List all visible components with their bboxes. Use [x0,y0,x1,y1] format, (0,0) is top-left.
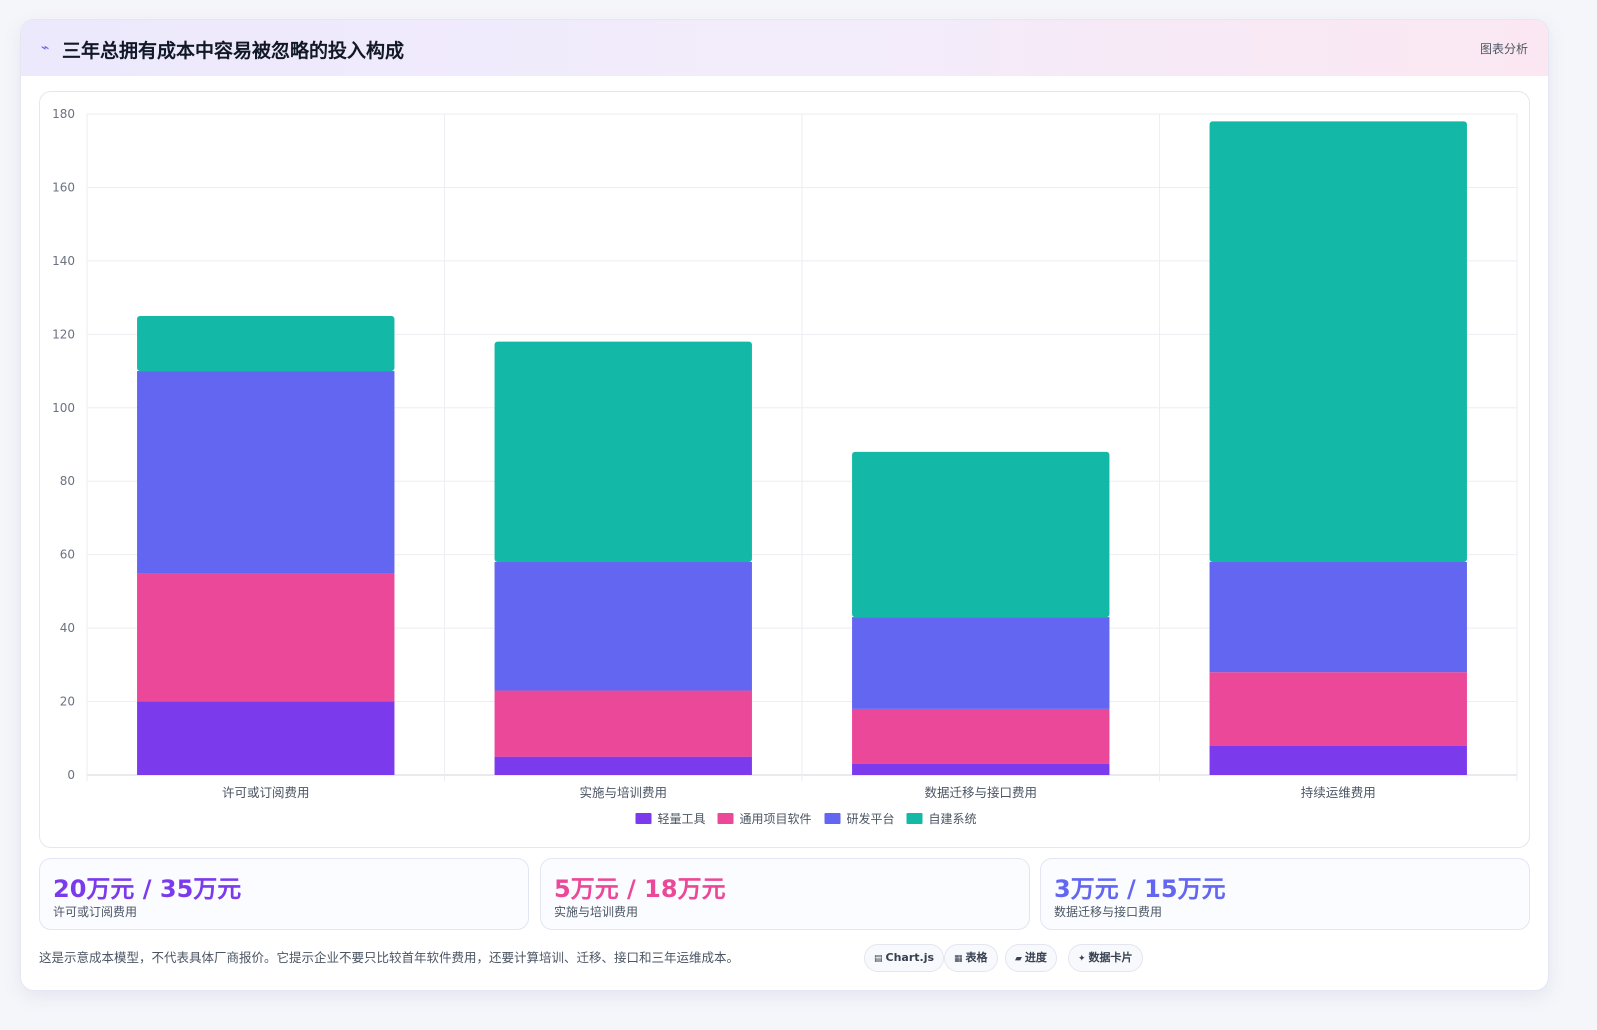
chip-label: 数据卡片 [1088,951,1133,964]
y-tick-label: 80 [60,474,75,488]
bar-segment [1209,745,1467,775]
chip-progress[interactable]: ▰ 进度 [1005,944,1057,972]
bar-segment [852,617,1110,709]
stat-card-license: 20万元 / 35万元 许可或订阅费用 [39,858,529,930]
legend-swatch [635,813,652,824]
chip-chartjs[interactable]: ▤ Chart.js [864,944,945,972]
legend-label: 轻量工具 [658,812,706,826]
chip-table[interactable]: ▦ 表格 [944,944,998,972]
bar-segment [137,701,395,775]
chart-card: ⌁ 三年总拥有成本中容易被忽略的投入构成 图表分析 0 20 40 60 80 100 12… [20,19,1549,991]
stat-label: 许可或订阅费用 [53,905,138,919]
y-tick-label: 120 [52,327,75,341]
legend-label: 自建系统 [929,812,977,826]
legend-label: 通用项目软件 [740,812,812,826]
footnote: 这是示意成本模型，不代表具体厂商报价。它提示企业不要只比较首年软件费用，还要计算… [39,950,740,965]
y-tick-label: 60 [60,548,75,562]
bar-segment [1209,121,1467,563]
y-tick-label: 0 [67,768,75,782]
y-tick-label: 140 [52,254,75,268]
chip-label: 表格 [965,951,988,964]
stat-value: 5万元 / 18万元 [554,875,726,903]
bar-segment [137,371,395,574]
card-header: ⌁ 三年总拥有成本中容易被忽略的投入构成 图表分析 [21,20,1548,76]
y-tick-label: 100 [52,401,75,415]
stacked-bar-chart: 0 20 40 60 80 100 120 140 160 180 许可或订阅费用 实施与培训费用 数据… [52,107,1518,826]
stat-cards: 20万元 / 35万元 许可或订阅费用 5万元 / 18万元 实施与培训费用 3… [39,858,1530,930]
bar-segment [494,690,752,757]
card-title: 三年总拥有成本中容易被忽略的投入构成 [62,40,405,62]
bar-segment [137,315,395,372]
bar-segment [852,708,1110,764]
chart-icon: ▤ [874,954,883,964]
x-tick-label: 持续运维费用 [1301,785,1376,800]
chart-line-icon: ⌁ [41,40,50,56]
bar-segment [852,763,1110,775]
chart-container: 0 20 40 60 80 100 120 140 160 180 许可或订阅费用 实施与培训费用 数据… [39,91,1530,848]
stat-label: 实施与培训费用 [554,905,639,919]
legend-label: 研发平台 [847,811,895,826]
chip-data-card[interactable]: ✦ 数据卡片 [1068,944,1143,972]
stat-value: 3万元 / 15万元 [1054,875,1226,903]
x-tick-label: 许可或订阅费用 [222,785,310,800]
y-tick-label: 180 [52,107,75,121]
y-tick-label: 160 [52,180,75,194]
bar-segment [1209,672,1467,746]
table-icon: ▦ [954,954,963,964]
bar-segment [137,573,395,702]
bar-segment [494,562,752,691]
stat-label: 数据迁移与接口费用 [1054,905,1163,919]
bar-segment [1209,562,1467,673]
bar-segment [494,756,752,775]
bar-segment [494,341,752,563]
progress-icon: ▰ [1015,954,1022,964]
stat-value: 20万元 / 35万元 [53,875,242,903]
card-tag: 图表分析 [1479,42,1528,56]
sparkle-icon: ✦ [1078,954,1086,964]
x-tick-label: 数据迁移与接口费用 [924,785,1037,800]
legend-swatch [824,813,841,824]
legend-swatch [906,813,923,824]
chip-label: 进度 [1024,951,1047,964]
bar-segment [852,451,1110,618]
y-tick-label: 40 [60,621,75,635]
stat-card-migration: 3万元 / 15万元 数据迁移与接口费用 [1040,858,1530,930]
legend-swatch [717,813,734,824]
x-tick-label: 实施与培训费用 [579,785,667,800]
y-tick-label: 20 [60,695,75,709]
chip-label: Chart.js [885,951,935,964]
stat-card-implementation: 5万元 / 18万元 实施与培训费用 [540,858,1030,930]
